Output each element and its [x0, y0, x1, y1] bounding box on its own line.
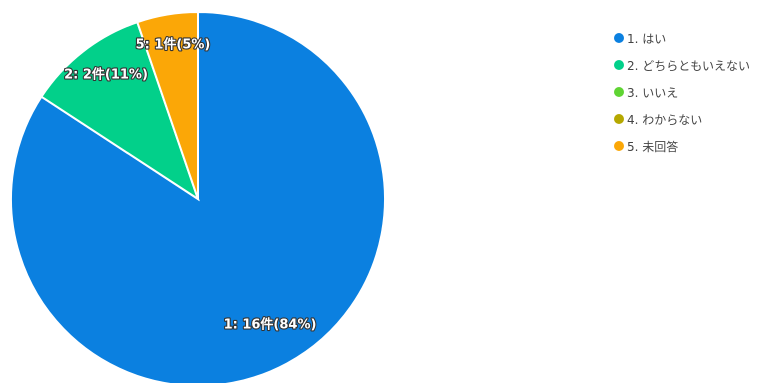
legend-label-1: 1. はい: [627, 31, 667, 46]
legend-swatch-2: [614, 60, 624, 70]
legend-swatch-3: [614, 87, 624, 97]
legend-item-5[interactable]: 5. 未回答: [614, 137, 750, 155]
slice-label-1: 1: 16件(84%): [224, 317, 317, 333]
legend-label-5: 5. 未回答: [627, 139, 679, 154]
legend-item-4[interactable]: 4. わからない: [614, 110, 750, 128]
legend-label-4: 4. わからない: [627, 112, 703, 127]
legend-item-2[interactable]: 2. どちらともいえない: [614, 56, 750, 74]
legend-swatch-5: [614, 141, 624, 151]
legend: 1. はい 2. どちらともいえない 3. いいえ 4. わからない 5. 未回答: [614, 29, 750, 164]
pie-slice-2[interactable]: [40, 20, 200, 202]
legend-swatch-1: [614, 33, 624, 43]
legend-item-3[interactable]: 3. いいえ: [614, 83, 750, 101]
legend-label-2: 2. どちらともいえない: [627, 58, 751, 73]
slice-label-2: 2: 2件(11%): [64, 67, 148, 83]
pie-slices: [10, 10, 386, 383]
legend-swatch-4: [614, 114, 624, 124]
pie-slice-5[interactable]: [136, 10, 199, 200]
slice-labels: 1: 16件(84%) 2: 2件(11%) 5: 1件(5%): [63, 35, 318, 333]
legend-label-3: 3. いいえ: [627, 85, 679, 100]
legend-item-1[interactable]: 1. はい: [614, 29, 750, 47]
slice-label-5: 5: 1件(5%): [136, 37, 211, 53]
